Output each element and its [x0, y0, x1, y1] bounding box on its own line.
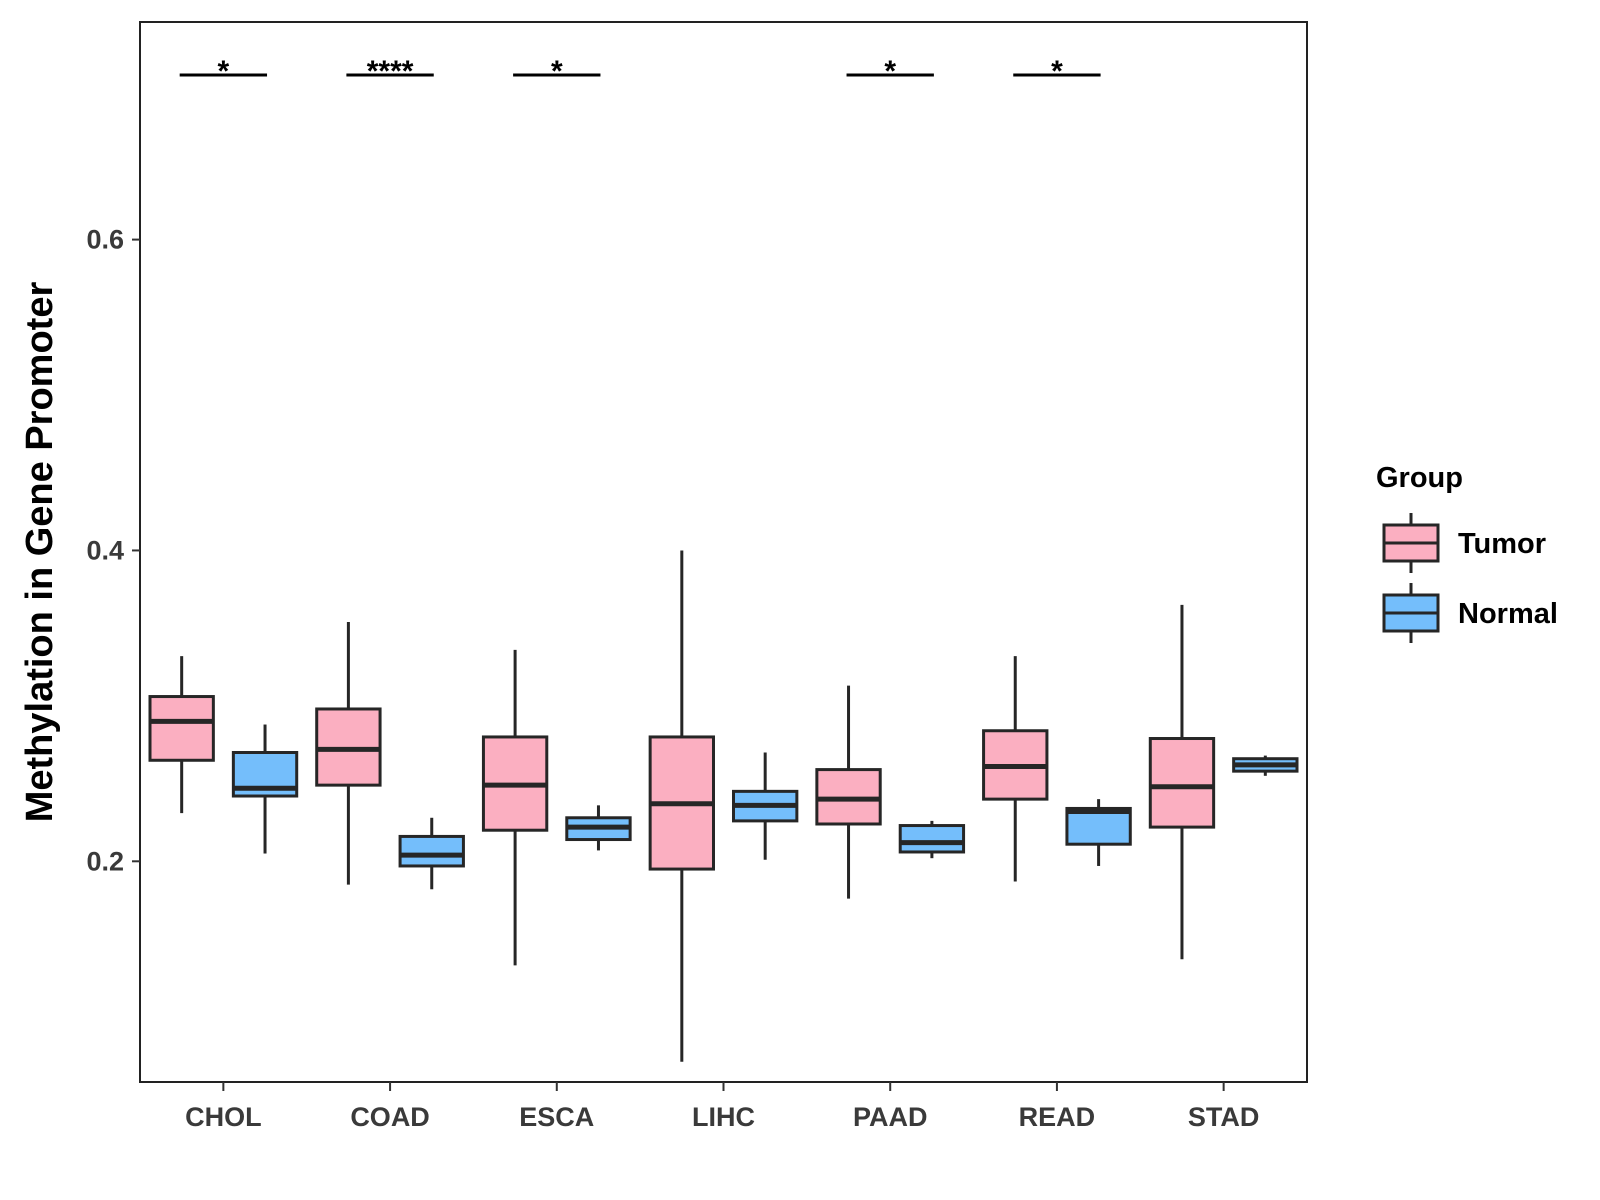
box-normal-read — [1065, 799, 1132, 866]
y-tick-label: 0.6 — [86, 225, 124, 255]
box-tumor-paad — [815, 685, 882, 899]
significance-label: * — [884, 55, 896, 88]
x-tick-label: STAD — [1188, 1102, 1260, 1132]
box-body — [1065, 806, 1132, 846]
box-normal-paad — [898, 820, 966, 859]
box-tumor-stad — [1148, 604, 1216, 960]
box-body — [148, 695, 215, 762]
significance-label: **** — [367, 55, 414, 88]
legend-item-normal: Normal — [1382, 583, 1558, 643]
box-tumor-esca — [481, 649, 549, 966]
x-tick-label: READ — [1019, 1102, 1096, 1132]
legend-label: Tumor — [1458, 528, 1546, 560]
box-body — [1148, 737, 1216, 829]
box-body — [398, 834, 465, 868]
x-tick-label: ESCA — [519, 1102, 594, 1132]
plot-marks — [148, 550, 1299, 1062]
box-tumor-chol — [148, 656, 215, 814]
legend: Group Tumor Normal — [1376, 462, 1558, 643]
significance-label: * — [551, 55, 563, 88]
x-tick-label: LIHC — [692, 1102, 755, 1132]
box-tumor-read — [982, 656, 1049, 882]
significance-label: * — [1051, 55, 1063, 88]
y-axis: 0.2 0.4 0.6 — [86, 225, 140, 876]
box-normal-esca — [565, 805, 632, 851]
box-normal-coad — [398, 817, 465, 890]
box-normal-lihc — [732, 752, 799, 860]
y-tick-label: 0.2 — [86, 846, 124, 876]
legend-title: Group — [1376, 462, 1463, 494]
box-normal-chol — [231, 724, 299, 854]
y-axis-title: Methylation in Gene Promoter — [19, 282, 61, 823]
x-axis: CHOL COAD ESCA LIHC PAAD READ STAD — [185, 1082, 1259, 1132]
y-tick-label: 0.4 — [86, 535, 124, 565]
significance-label: * — [218, 55, 230, 88]
x-tick-label: PAAD — [853, 1102, 928, 1132]
legend-label: Normal — [1458, 598, 1558, 630]
x-tick-label: COAD — [350, 1102, 430, 1132]
box-tumor-coad — [315, 621, 382, 885]
legend-item-tumor: Tumor — [1382, 513, 1546, 573]
box-tumor-lihc — [648, 550, 715, 1062]
box-normal-stad — [1232, 755, 1299, 776]
x-tick-label: CHOL — [185, 1102, 262, 1132]
significance-annotations: * **** * * * — [179, 55, 1101, 88]
box-body — [898, 824, 966, 854]
